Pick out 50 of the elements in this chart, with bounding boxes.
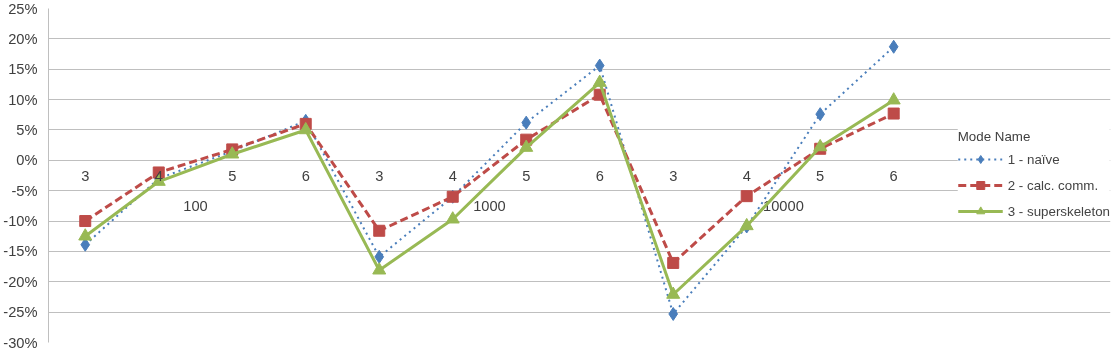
y-tick-label: 15%: [8, 61, 38, 78]
y-tick-label: 20%: [8, 30, 38, 47]
y-tick-label: -25%: [3, 304, 38, 321]
point: [445, 211, 460, 224]
point: [374, 249, 385, 264]
x-tick-label: 4: [448, 167, 457, 184]
y-tick-label: -30%: [3, 334, 38, 351]
annotation: 100: [183, 197, 208, 214]
point: [298, 121, 313, 135]
point: [667, 256, 680, 269]
y-tick-label: -10%: [3, 213, 38, 230]
x-tick-label: 3: [375, 167, 384, 184]
x-tick-label: 3: [81, 167, 90, 184]
y-tick-label: -20%: [3, 273, 38, 290]
point: [886, 92, 901, 105]
y-tick-label: 0%: [16, 152, 38, 169]
point: [372, 262, 387, 275]
legend-label: 1 - naïve: [1007, 151, 1060, 167]
x-tick-label: 3: [669, 167, 678, 184]
annotation: 10000: [763, 197, 804, 214]
x-tick-label: 6: [889, 167, 898, 184]
point: [519, 139, 534, 152]
x-tick-label: 6: [595, 167, 604, 184]
point: [815, 107, 826, 122]
point: [594, 58, 605, 73]
x-tick-label: 4: [742, 167, 751, 184]
legend-label: 3 - superskeleton: [1007, 203, 1110, 219]
point: [740, 190, 753, 203]
y-tick-label: 25%: [8, 0, 38, 17]
point: [666, 286, 681, 299]
point: [78, 228, 93, 241]
x-tick-label: 6: [301, 167, 310, 184]
point: [373, 224, 386, 237]
y-tick-label: -5%: [11, 182, 38, 199]
point: [887, 107, 900, 120]
point: [813, 138, 828, 152]
y-tick-label: 5%: [16, 121, 38, 138]
y-tick-label: -15%: [3, 243, 38, 260]
y-tick-label: 10%: [8, 91, 38, 108]
point: [521, 115, 532, 130]
x-tick-label: 5: [816, 167, 825, 184]
point: [79, 215, 92, 228]
x-tick-label: 5: [522, 167, 531, 184]
point: [592, 74, 607, 87]
legend-label: 2 - calc. comm.: [1007, 177, 1099, 193]
point: [668, 306, 679, 321]
legend-title: Mode Name: [957, 129, 1032, 144]
annotation: 1000: [473, 197, 506, 214]
x-tick-label: 5: [228, 167, 237, 184]
point: [888, 39, 899, 54]
